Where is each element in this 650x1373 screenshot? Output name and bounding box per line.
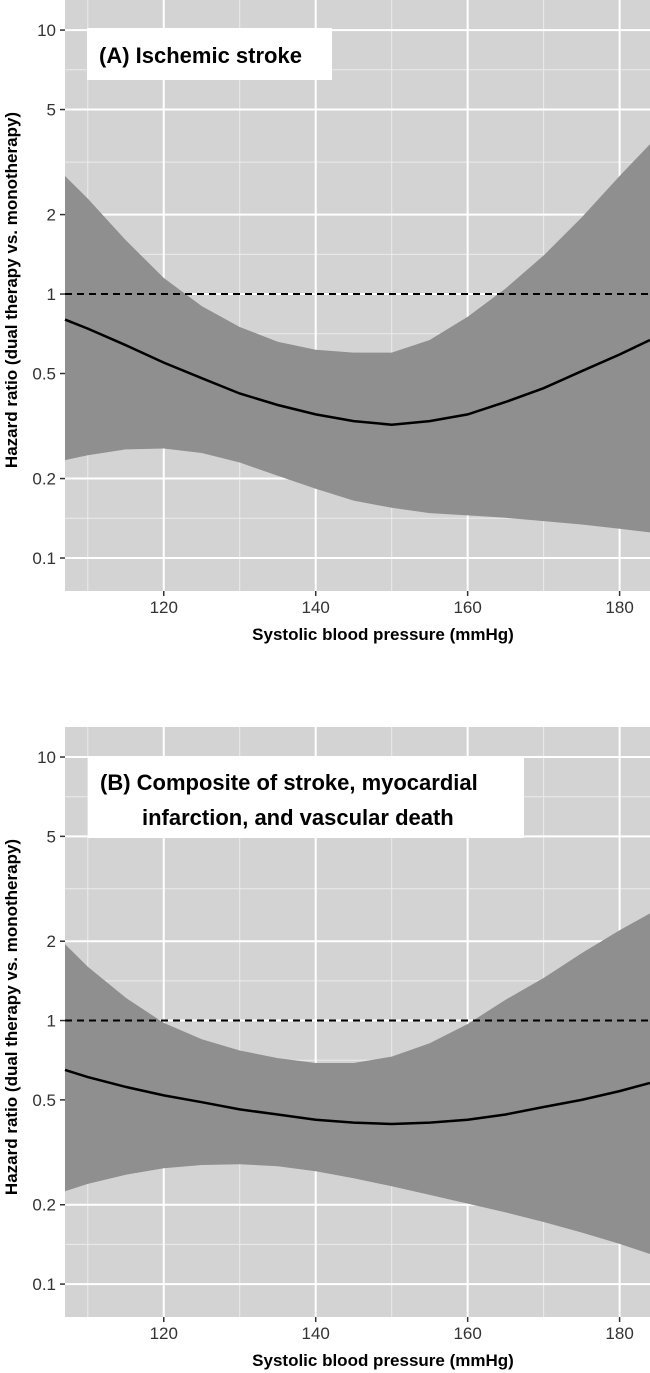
panel-b-y-tick-label: 0.2 xyxy=(32,1196,56,1215)
panel-a-x-tick-label: 180 xyxy=(605,598,633,617)
panel-a-title-background xyxy=(87,28,332,80)
panel-a-x-axis-title: Systolic blood pressure (mmHg) xyxy=(252,625,514,644)
panel-b-y-tick-label: 0.1 xyxy=(32,1275,56,1294)
panel-a-y-tick-label: 0.5 xyxy=(32,365,56,384)
panel-b-y-tick-label: 1 xyxy=(47,1012,56,1031)
panel-a-x-tick-label: 120 xyxy=(150,598,178,617)
panel-a-y-tick-label: 0.2 xyxy=(32,470,56,489)
panel-b-title-line-2: infarction, and vascular death xyxy=(142,805,454,830)
panel-b-x-tick-label: 120 xyxy=(150,1324,178,1343)
panel-a-estimate-line xyxy=(64,318,650,426)
panel-b-y-axis-title: Hazard ratio (dual therapy vs. monothera… xyxy=(2,839,21,1195)
panel-a-title: (A) Ischemic stroke xyxy=(99,43,302,68)
panel-b-estimate-line xyxy=(64,1068,650,1126)
panel-a-confidence-band xyxy=(65,144,650,533)
panel-b-x-tick-label: 160 xyxy=(453,1324,481,1343)
chart-panel-b: (B) Composite of stroke, myocardial infa… xyxy=(2,727,650,1370)
panel-b-x-axis-title: Systolic blood pressure (mmHg) xyxy=(252,1351,514,1370)
panel-b-y-tick-label: 10 xyxy=(37,748,56,767)
panel-b-y-tick-label: 5 xyxy=(47,827,56,846)
panel-b-title-box: (B) Composite of stroke, myocardial infa… xyxy=(88,756,524,838)
panel-b-y-tick-label: 2 xyxy=(47,932,56,951)
panel-b-y-tick-label: 0.5 xyxy=(32,1091,56,1110)
panel-b-x-tick-label: 180 xyxy=(605,1324,633,1343)
panel-a-y-tick-label: 1 xyxy=(47,285,56,304)
panel-a-y-ticks: 0.1 0.2 0.5 1 2 5 10 xyxy=(32,21,65,568)
panel-a-y-tick-label: 0.1 xyxy=(32,549,56,568)
panel-a-x-tick-label: 160 xyxy=(453,598,481,617)
panel-a-y-tick-label: 10 xyxy=(37,21,56,40)
panel-b-y-ticks: 0.1 0.2 0.5 1 2 5 10 xyxy=(32,748,65,1294)
panel-b-x-ticks: 120 140 160 180 xyxy=(150,1317,634,1343)
panel-a-x-tick-label: 140 xyxy=(302,598,330,617)
panel-a-y-tick-label: 2 xyxy=(47,206,56,225)
panel-b-confidence-band xyxy=(65,913,650,1254)
panel-a-y-axis-title: Hazard ratio (dual therapy vs. monothera… xyxy=(2,112,21,468)
panel-b-title-background xyxy=(88,756,524,838)
panel-b-title-line-1: (B) Composite of stroke, myocardial xyxy=(100,770,478,795)
chart-panel-a: (A) Ischemic stroke 0.1 0.2 0.5 1 2 5 10 120 14… xyxy=(2,0,650,644)
panel-a-y-tick-label: 5 xyxy=(47,101,56,120)
panel-a-title-box: (A) Ischemic stroke xyxy=(87,28,332,80)
panel-a-x-ticks: 120 140 160 180 xyxy=(150,591,634,617)
panel-b-x-tick-label: 140 xyxy=(302,1324,330,1343)
